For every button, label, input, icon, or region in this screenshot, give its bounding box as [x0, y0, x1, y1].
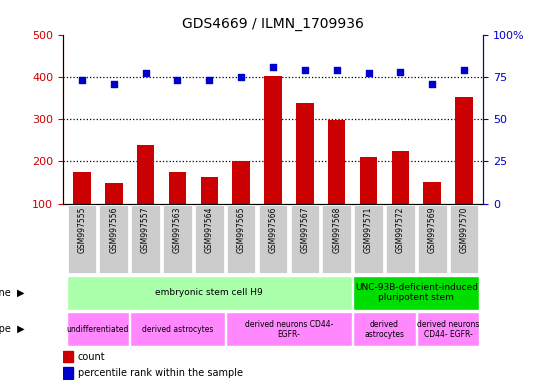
Text: embryonic stem cell H9: embryonic stem cell H9	[156, 288, 263, 297]
Bar	[200, 177, 218, 204]
Text: GSM997555: GSM997555	[78, 206, 86, 253]
FancyBboxPatch shape	[450, 205, 478, 273]
FancyBboxPatch shape	[354, 205, 383, 273]
FancyBboxPatch shape	[290, 205, 319, 273]
Text: GSM997569: GSM997569	[428, 206, 437, 253]
Bar	[169, 172, 186, 204]
Point	[109, 81, 118, 87]
Bar	[264, 76, 282, 204]
Text: GSM997568: GSM997568	[332, 206, 341, 253]
Point	[396, 69, 405, 75]
Text: GSM997571: GSM997571	[364, 206, 373, 253]
Text: GSM997563: GSM997563	[173, 206, 182, 253]
FancyBboxPatch shape	[353, 276, 479, 310]
Bar	[105, 183, 122, 204]
FancyBboxPatch shape	[259, 205, 287, 273]
Bar	[424, 182, 441, 204]
Bar	[296, 103, 313, 204]
Text: cell type  ▶: cell type ▶	[0, 324, 25, 334]
Text: derived neurons
CD44- EGFR-: derived neurons CD44- EGFR-	[417, 319, 479, 339]
Text: GSM997567: GSM997567	[300, 206, 310, 253]
Point	[460, 67, 468, 73]
Point	[141, 70, 150, 76]
FancyBboxPatch shape	[67, 313, 129, 346]
Text: GSM997572: GSM997572	[396, 206, 405, 253]
FancyBboxPatch shape	[386, 205, 415, 273]
Point	[300, 67, 309, 73]
Text: derived
astrocytes: derived astrocytes	[365, 319, 405, 339]
FancyBboxPatch shape	[99, 205, 128, 273]
Text: UNC-93B-deficient-induced
pluripotent stem: UNC-93B-deficient-induced pluripotent st…	[355, 283, 478, 303]
Bar	[391, 151, 409, 204]
Text: GSM997556: GSM997556	[109, 206, 118, 253]
FancyBboxPatch shape	[67, 276, 352, 310]
FancyBboxPatch shape	[163, 205, 192, 273]
Text: derived neurons CD44-
EGFR-: derived neurons CD44- EGFR-	[245, 319, 333, 339]
Text: GSM997557: GSM997557	[141, 206, 150, 253]
Bar	[137, 145, 155, 204]
Bar	[455, 97, 473, 204]
Bar	[63, 367, 73, 379]
Text: derived astrocytes: derived astrocytes	[142, 325, 213, 334]
FancyBboxPatch shape	[353, 313, 416, 346]
Text: GSM997564: GSM997564	[205, 206, 214, 253]
FancyBboxPatch shape	[68, 205, 96, 273]
Point	[205, 77, 213, 83]
FancyBboxPatch shape	[226, 313, 352, 346]
Point	[428, 81, 437, 87]
FancyBboxPatch shape	[417, 313, 479, 346]
FancyBboxPatch shape	[130, 313, 224, 346]
Text: undifferentiated: undifferentiated	[67, 325, 129, 334]
Point	[78, 77, 86, 83]
Point	[364, 70, 373, 76]
Text: GSM997570: GSM997570	[460, 206, 468, 253]
Text: percentile rank within the sample: percentile rank within the sample	[78, 368, 242, 378]
FancyBboxPatch shape	[227, 205, 256, 273]
Text: GSM997565: GSM997565	[236, 206, 246, 253]
Point	[269, 64, 277, 70]
Bar	[63, 351, 73, 362]
Bar	[328, 120, 346, 204]
FancyBboxPatch shape	[131, 205, 160, 273]
Point	[173, 77, 182, 83]
FancyBboxPatch shape	[418, 205, 447, 273]
Text: GSM997566: GSM997566	[269, 206, 277, 253]
Bar	[233, 161, 250, 204]
FancyBboxPatch shape	[322, 205, 351, 273]
Text: cell line  ▶: cell line ▶	[0, 288, 25, 298]
Bar	[360, 157, 377, 204]
Bar	[73, 172, 91, 204]
Point	[333, 67, 341, 73]
Title: GDS4669 / ILMN_1709936: GDS4669 / ILMN_1709936	[182, 17, 364, 31]
FancyBboxPatch shape	[195, 205, 224, 273]
Text: count: count	[78, 352, 105, 362]
Point	[237, 74, 246, 80]
